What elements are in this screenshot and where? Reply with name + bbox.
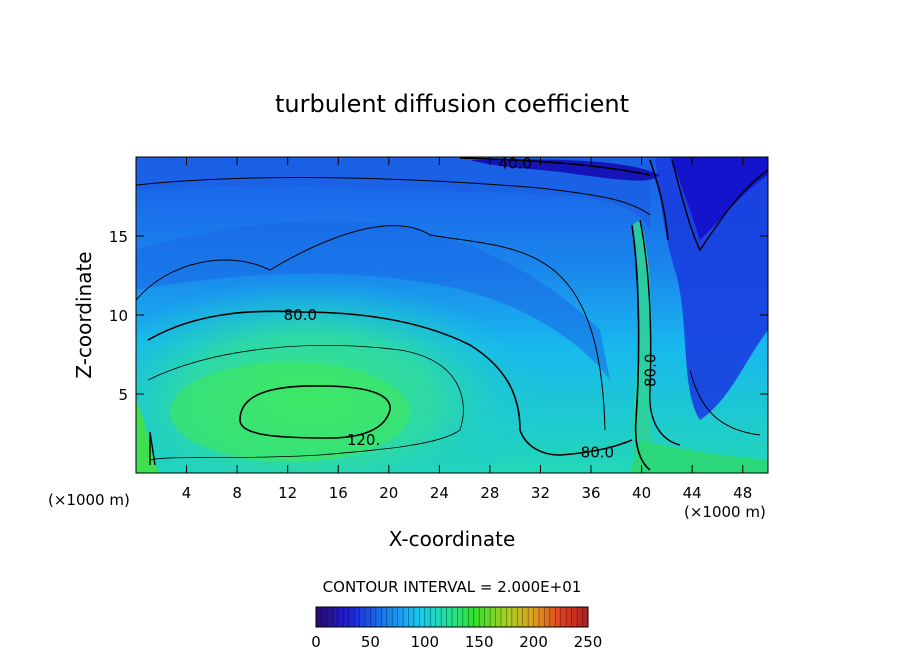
x-axis-title: X-coordinate: [389, 527, 516, 551]
contour-label: 80.0: [581, 443, 614, 461]
x-tick-label: 32: [531, 484, 550, 502]
contour-label: 80.0: [284, 306, 317, 324]
x-tick-label: 16: [329, 484, 348, 502]
colorbar-ticks: 0 50 100 150 200 250: [311, 607, 602, 651]
x-tick-label: 12: [278, 484, 297, 502]
colorbar-tick-label: 100: [410, 633, 439, 651]
x-tick-label: 8: [232, 484, 242, 502]
colorbar-tick-label: 200: [519, 633, 548, 651]
x-tick-label: 48: [733, 484, 752, 502]
x-unit-right: (×1000 m): [684, 503, 766, 521]
y-axis-ticks: 5 10 15: [109, 228, 768, 404]
contour-lines: [136, 157, 768, 471]
colorbar: 0 50 100 150 200 250: [311, 606, 602, 651]
y-tick-label: 10: [109, 307, 128, 325]
chart-title: turbulent diffusion coefficient: [275, 90, 629, 118]
x-axis-ticks: 4 8 12 16 20 24 28 32 36 40 44 48: [182, 157, 752, 502]
heatmap-field: [136, 157, 768, 473]
x-tick-label: 40: [632, 484, 651, 502]
y-axis-title: Z-coordinate: [72, 251, 96, 378]
colorbar-tick-label: 0: [311, 633, 321, 651]
x-unit-left: (×1000 m): [48, 491, 130, 509]
colorbar-tick-label: 50: [361, 633, 380, 651]
contour-label: 120.: [347, 431, 380, 449]
x-tick-label: 36: [581, 484, 600, 502]
x-tick-label: 4: [182, 484, 192, 502]
x-tick-label: 24: [430, 484, 449, 502]
y-tick-label: 15: [109, 228, 128, 246]
contour-labels: 40.0 80.0 120. 80.0 80.0: [284, 154, 660, 461]
contour-interval-label: CONTOUR INTERVAL = 2.000E+01: [323, 578, 582, 596]
contour-label: 80.0: [641, 354, 659, 387]
x-tick-label: 28: [480, 484, 499, 502]
contour-label: 40.0: [498, 154, 531, 172]
colorbar-tick-label: 150: [465, 633, 494, 651]
x-tick-label: 20: [379, 484, 398, 502]
colorbar-tick-label: 250: [574, 633, 603, 651]
y-tick-label: 5: [118, 386, 128, 404]
x-tick-label: 44: [683, 484, 702, 502]
